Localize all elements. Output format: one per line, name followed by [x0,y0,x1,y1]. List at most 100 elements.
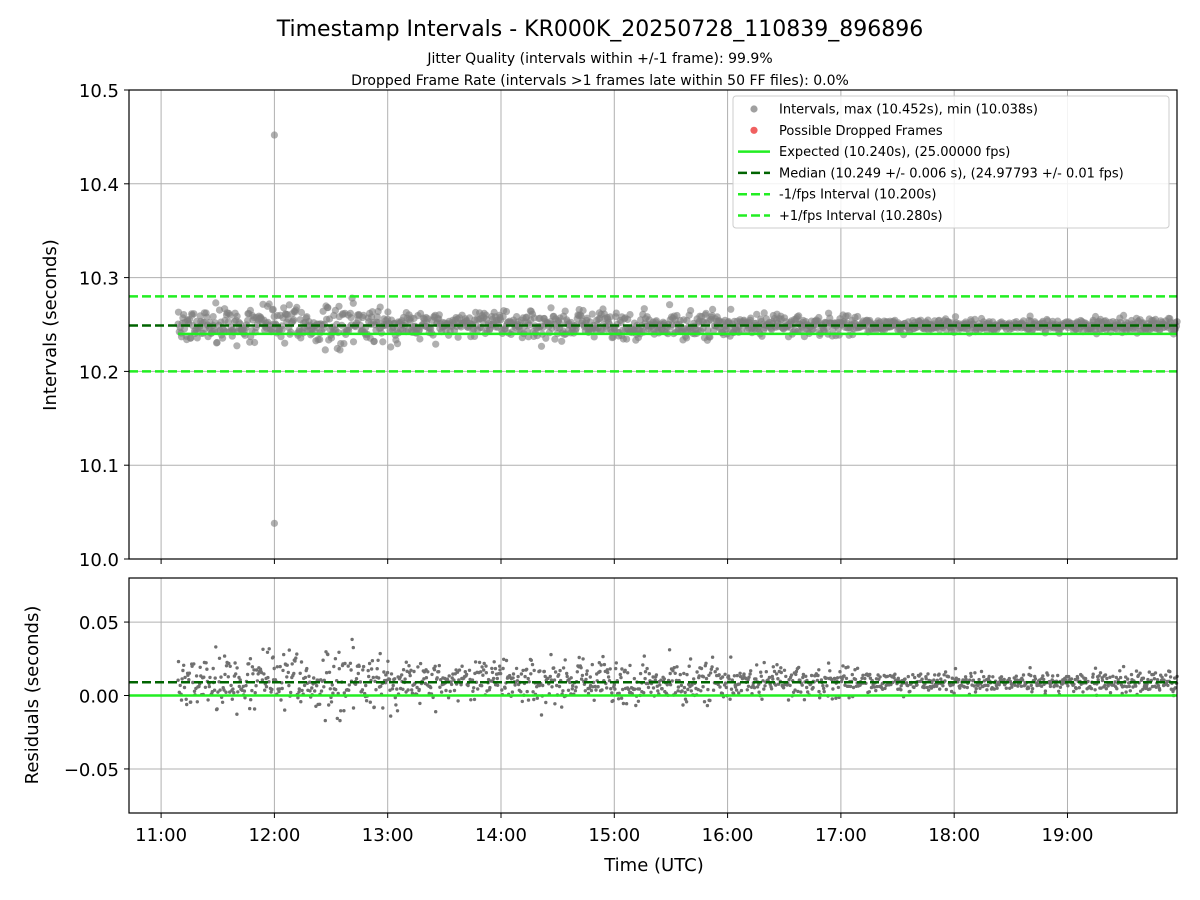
residual-point [561,689,565,693]
residual-point [1134,684,1138,688]
residual-point [939,677,943,681]
residual-point [986,683,990,688]
residual-point [696,687,700,692]
residual-point [426,670,430,674]
residual-point [600,688,604,692]
residual-point [472,686,476,690]
residual-point [319,689,324,693]
residual-point [224,664,229,668]
residual-point [1046,673,1050,677]
interval-point [542,334,550,342]
residual-point [655,684,659,688]
residual-point [290,662,294,666]
residual-point [218,688,222,692]
residual-point [825,684,829,688]
residual-point [1089,686,1094,691]
residual-point [241,684,245,689]
residual-point [794,672,798,677]
x-tick-label: 19:00 [1042,825,1094,846]
residual-point [1114,675,1119,680]
interval-point [706,333,714,341]
residual-point [452,678,456,682]
residual-point [371,675,375,680]
residual-point [962,685,967,689]
residual-point [343,661,347,666]
residual-point [676,685,681,689]
residual-point [705,703,710,708]
residual-point [668,671,672,676]
residual-point [1027,686,1031,690]
interval-point [349,299,357,307]
residual-point [185,702,189,707]
residual-point [457,678,461,682]
interval-point [290,316,298,324]
residual-point [490,666,494,671]
residual-point [1086,679,1090,684]
residual-point [295,652,299,656]
interval-point [683,334,691,342]
residual-point [755,685,760,689]
residual-point [742,672,746,676]
residual-point [1037,683,1041,687]
interval-point [244,316,252,325]
residual-point [1141,687,1145,691]
residual-point [1147,670,1152,674]
residual-point [592,698,596,702]
interval-point [561,307,569,315]
residual-point [577,655,581,660]
top-axes-frame [128,89,1178,560]
residual-point [189,700,193,704]
residual-point [245,672,250,677]
residual-point [557,673,561,677]
residual-point [638,671,643,676]
residual-point [969,671,973,676]
residual-point [684,700,689,704]
residual-point [745,688,749,692]
residual-point [613,687,617,691]
residual-point [1118,669,1122,673]
residual-point [660,687,664,691]
residual-point [360,688,365,692]
residual-point [377,676,381,680]
y-tick-label-bottom: −0.05 [64,760,119,781]
residual-point [1138,671,1142,675]
residual-point [437,663,441,668]
residual-point [608,667,612,671]
residual-point [1127,684,1132,689]
residual-point [217,680,221,684]
residual-point [243,696,247,700]
residual-point [386,659,390,663]
residual-point [299,660,304,664]
residual-point [912,685,916,690]
residual-point [375,667,379,671]
residual-point [821,684,825,688]
residual-point [179,698,184,702]
residual-point [623,668,627,672]
residual-point [682,685,687,690]
residual-point [1148,687,1152,691]
residual-point [762,687,766,691]
residual-point [1002,677,1006,682]
residual-point [432,668,437,672]
x-tick-label: 18:00 [928,825,980,846]
residual-point [430,672,434,677]
residual-point [222,654,227,658]
residual-point [261,647,265,651]
residual-point [184,697,188,701]
residual-point [610,691,614,695]
residual-point [404,660,408,664]
residual-point [737,691,741,695]
residual-point [176,659,181,664]
residual-point [617,691,621,695]
residual-point [561,666,566,670]
residual-point [516,674,520,679]
residual-point [546,676,550,681]
residual-point [1128,689,1133,693]
residual-point [358,680,363,684]
residual-point [407,664,411,668]
residual-point [1021,673,1026,677]
residual-point [354,677,359,681]
residual-point [991,675,995,679]
residual-point [511,672,516,676]
residual-point [828,669,832,673]
